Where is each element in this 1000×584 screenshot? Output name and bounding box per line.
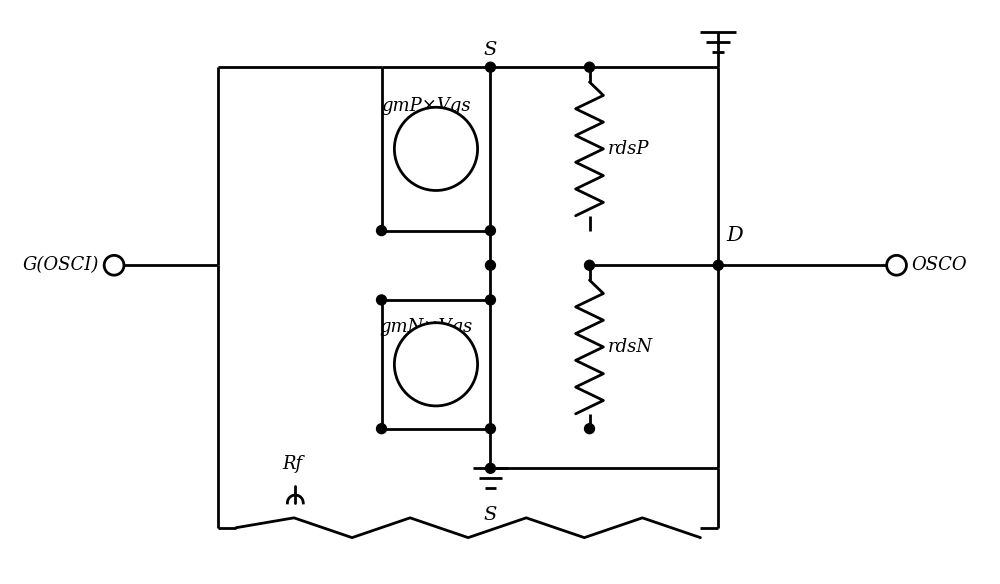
- Text: gmN×Vgs: gmN×Vgs: [379, 318, 473, 336]
- Text: rdsP: rdsP: [607, 140, 649, 158]
- Circle shape: [585, 424, 594, 434]
- Circle shape: [486, 424, 495, 434]
- Text: S: S: [484, 506, 497, 524]
- Circle shape: [394, 323, 478, 406]
- Circle shape: [377, 225, 386, 235]
- Circle shape: [585, 62, 594, 72]
- Circle shape: [486, 62, 495, 72]
- Circle shape: [887, 255, 906, 275]
- Text: OSCO: OSCO: [911, 256, 967, 274]
- Circle shape: [713, 260, 723, 270]
- Circle shape: [377, 424, 386, 434]
- Text: rdsN: rdsN: [607, 338, 652, 356]
- Text: G(OSCI): G(OSCI): [23, 256, 99, 274]
- Circle shape: [377, 295, 386, 305]
- Circle shape: [394, 107, 478, 190]
- Circle shape: [104, 255, 124, 275]
- Text: D: D: [726, 226, 743, 245]
- Text: Rf: Rf: [282, 456, 302, 473]
- Circle shape: [486, 225, 495, 235]
- Circle shape: [486, 463, 495, 473]
- Circle shape: [585, 260, 594, 270]
- Text: S: S: [484, 41, 497, 59]
- Text: gmP×Vgs: gmP×Vgs: [381, 97, 471, 115]
- Circle shape: [486, 295, 495, 305]
- Circle shape: [486, 260, 495, 270]
